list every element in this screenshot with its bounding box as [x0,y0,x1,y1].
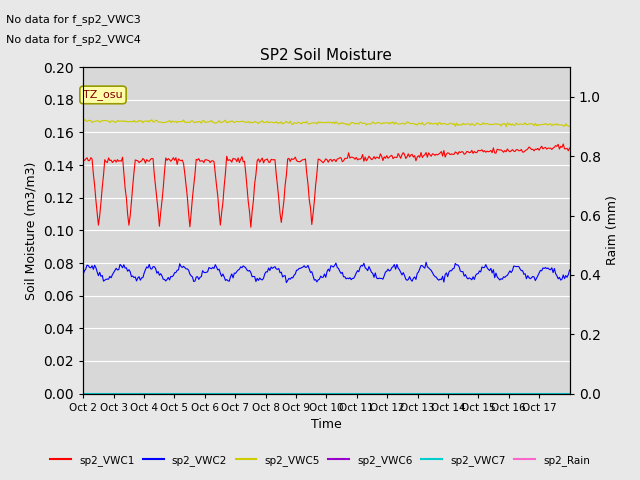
Y-axis label: Raim (mm): Raim (mm) [606,195,619,265]
Text: TZ_osu: TZ_osu [83,89,123,100]
Text: No data for f_sp2_VWC4: No data for f_sp2_VWC4 [6,34,141,45]
Text: No data for f_sp2_VWC3: No data for f_sp2_VWC3 [6,14,141,25]
Legend: sp2_VWC1, sp2_VWC2, sp2_VWC5, sp2_VWC6, sp2_VWC7, sp2_Rain: sp2_VWC1, sp2_VWC2, sp2_VWC5, sp2_VWC6, … [45,451,595,470]
Title: SP2 Soil Moisture: SP2 Soil Moisture [260,48,392,63]
Y-axis label: Soil Moisture (m3/m3): Soil Moisture (m3/m3) [25,161,38,300]
X-axis label: Time: Time [311,418,342,431]
